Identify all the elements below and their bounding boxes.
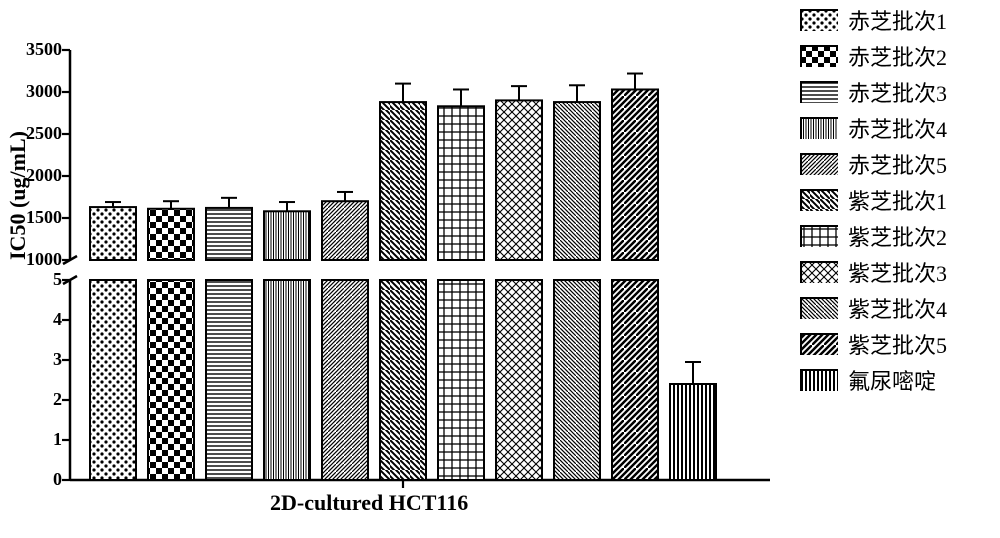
legend: 赤芝批次1 赤芝批次2 赤芝批次3 赤芝批次4 赤芝批次5 紫芝批次1 紫芝批次2 紫芝批次3… xyxy=(800,5,990,401)
legend-swatch xyxy=(800,261,838,283)
legend-label: 赤芝批次1 xyxy=(848,4,947,36)
legend-item: 紫芝批次1 xyxy=(800,185,990,215)
y-tick-label: 3000 xyxy=(12,81,62,102)
legend-swatch xyxy=(800,153,838,175)
legend-label: 氟尿嘧啶 xyxy=(848,364,936,396)
y-tick-label: 1000 xyxy=(12,249,62,270)
legend-swatch xyxy=(800,117,838,139)
legend-label: 赤芝批次3 xyxy=(848,76,947,108)
legend-item: 紫芝批次2 xyxy=(800,221,990,251)
legend-item: 紫芝批次3 xyxy=(800,257,990,287)
legend-swatch xyxy=(800,369,838,391)
legend-item: 赤芝批次3 xyxy=(800,77,990,107)
y-tick-label: 2500 xyxy=(12,123,62,144)
y-tick-label: 4 xyxy=(12,309,62,330)
legend-item: 氟尿嘧啶 xyxy=(800,365,990,395)
legend-item: 紫芝批次5 xyxy=(800,329,990,359)
legend-label: 赤芝批次2 xyxy=(848,40,947,72)
y-tick-label: 3 xyxy=(12,349,62,370)
legend-swatch xyxy=(800,225,838,247)
legend-swatch xyxy=(800,189,838,211)
legend-item: 紫芝批次4 xyxy=(800,293,990,323)
legend-label: 赤芝批次4 xyxy=(848,112,947,144)
legend-label: 紫芝批次4 xyxy=(848,292,947,324)
y-tick-label: 5 xyxy=(12,269,62,290)
y-tick-label: 3500 xyxy=(12,39,62,60)
legend-label: 赤芝批次5 xyxy=(848,148,947,180)
legend-item: 赤芝批次2 xyxy=(800,41,990,71)
y-tick-label: 0 xyxy=(12,469,62,490)
y-tick-label: 1 xyxy=(12,429,62,450)
legend-item: 赤芝批次5 xyxy=(800,149,990,179)
legend-item: 赤芝批次4 xyxy=(800,113,990,143)
y-tick-label: 2000 xyxy=(12,165,62,186)
legend-swatch xyxy=(800,9,838,31)
legend-label: 紫芝批次3 xyxy=(848,256,947,288)
legend-label: 紫芝批次5 xyxy=(848,328,947,360)
legend-label: 紫芝批次1 xyxy=(848,184,947,216)
y-tick-label: 2 xyxy=(12,389,62,410)
chart-container: IC50 (ug/mL) 2D-cultured HCT116 01234510… xyxy=(0,0,1000,538)
legend-swatch xyxy=(800,81,838,103)
legend-label: 紫芝批次2 xyxy=(848,220,947,252)
legend-item: 赤芝批次1 xyxy=(800,5,990,35)
legend-swatch xyxy=(800,333,838,355)
legend-swatch xyxy=(800,45,838,67)
legend-swatch xyxy=(800,297,838,319)
y-tick-label: 1500 xyxy=(12,207,62,228)
